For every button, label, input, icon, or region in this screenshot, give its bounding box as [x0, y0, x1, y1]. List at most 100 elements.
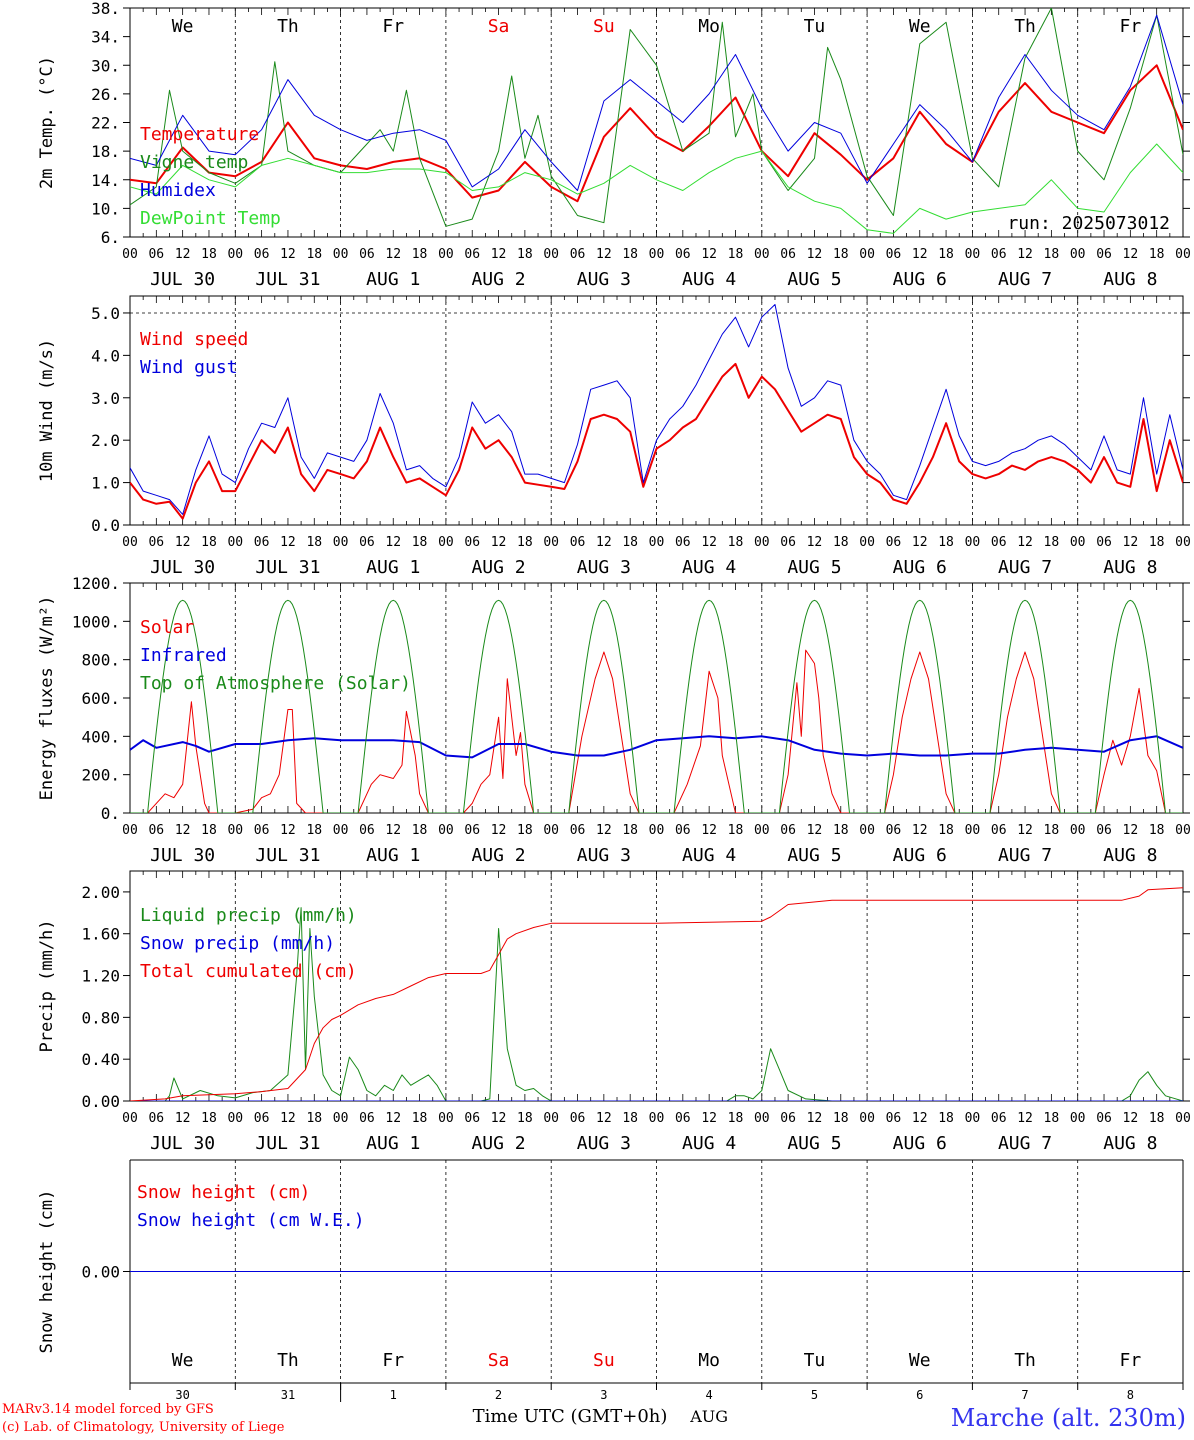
hour-label: 06: [675, 1111, 691, 1126]
y-tick-label: 0.40: [81, 1050, 120, 1069]
weekday-label: Tu: [804, 1350, 826, 1371]
date-label: AUG 8: [1103, 269, 1157, 290]
hour-label: 18: [1149, 535, 1165, 550]
y-tick-label: 2.0: [91, 431, 120, 450]
hour-label: 00: [859, 535, 875, 550]
y-tick-label: 800.: [81, 651, 120, 670]
series-line-1-1: [130, 64, 1183, 203]
hour-label: 06: [780, 823, 796, 838]
date-label: AUG 2: [471, 1133, 525, 1154]
y-tick-label: 1000.: [72, 612, 120, 631]
hour-label: 06: [464, 1111, 480, 1126]
hour-label: 06: [991, 247, 1007, 262]
date-label: AUG 6: [893, 845, 947, 866]
hour-label: 00: [965, 247, 981, 262]
panel-1: 6. 10. 14. 18. 22. 26. 30. 34. 38. 2m Temp. (°C) 0…: [37, 0, 1191, 290]
y-axis-label: 10m Wind (m/s): [37, 339, 57, 482]
hour-label: 00: [333, 535, 349, 550]
y-tick-label: 400.: [81, 727, 120, 746]
hour-label: 00: [754, 535, 770, 550]
y-tick-label: 0.0: [91, 516, 120, 535]
y-tick-label: 4.0: [91, 346, 120, 365]
hour-label: 06: [570, 1111, 586, 1126]
hour-label: 18: [728, 535, 744, 550]
weekday-label: Fr: [382, 16, 404, 37]
y-tick-label: 1.60: [81, 925, 120, 944]
hour-label: 18: [201, 247, 217, 262]
hour-label: 06: [1096, 1111, 1112, 1126]
station-label: Marche (alt. 230m): [950, 1404, 1186, 1432]
date-label: AUG 5: [787, 845, 841, 866]
month-label: AUG: [689, 1407, 728, 1426]
legend-entry: Wind gust: [140, 357, 238, 378]
series-line-1-4: [130, 143, 1183, 234]
hour-label: 12: [596, 535, 612, 550]
date-label: AUG 5: [787, 269, 841, 290]
weekday-label: Su: [593, 16, 615, 37]
y-tick-label: 18.: [91, 142, 120, 161]
hour-label: 18: [622, 535, 638, 550]
hour-label: 00: [227, 823, 243, 838]
hour-label: 00: [649, 535, 665, 550]
y-tick-label: 38.: [91, 0, 120, 18]
hour-label: 18: [306, 247, 322, 262]
hour-label: 18: [201, 535, 217, 550]
hour-label: 06: [780, 247, 796, 262]
hour-label: 18: [938, 823, 954, 838]
y-tick-label: 10.: [91, 199, 120, 218]
hour-label: 00: [227, 535, 243, 550]
hour-label: 06: [1096, 823, 1112, 838]
hour-label: 00: [122, 535, 138, 550]
panel-3: 0. 200. 400. 600. 800. 1000. 1200. Energy fluxe…: [37, 574, 1191, 866]
date-label: AUG 3: [577, 845, 631, 866]
hour-label: 06: [886, 535, 902, 550]
day-number: 2: [495, 1388, 502, 1402]
y-tick-label: 22.: [91, 114, 120, 133]
y-tick-label: 14.: [91, 171, 120, 190]
series-line-2-1: [130, 362, 1183, 520]
y-tick-label: 2.00: [81, 883, 120, 902]
date-label: JUL 30: [150, 1133, 215, 1154]
hour-label: 00: [227, 247, 243, 262]
date-label: AUG 1: [366, 557, 420, 578]
date-label: JUL 30: [150, 269, 215, 290]
hour-label: 06: [570, 823, 586, 838]
hour-label: 06: [359, 1111, 375, 1126]
y-tick-label: 5.0: [91, 304, 120, 323]
hour-label: 12: [1017, 535, 1033, 550]
weekday-label: Th: [1014, 1350, 1036, 1371]
credit-line-1: MARv3.14 model forced by GFS: [2, 1402, 214, 1417]
hour-label: 00: [859, 823, 875, 838]
day-number: 30: [175, 1388, 189, 1402]
hour-label: 12: [385, 535, 401, 550]
y-axis-label: Precip (mm/h): [37, 919, 57, 1052]
day-number: 5: [811, 1388, 818, 1402]
hour-label: 18: [306, 535, 322, 550]
hour-label: 12: [1123, 535, 1139, 550]
hour-label: 00: [543, 247, 559, 262]
hour-label: 00: [122, 1111, 138, 1126]
legend-entry: Liquid precip (mm/h): [140, 905, 357, 926]
hour-label: 18: [622, 1111, 638, 1126]
y-axis-label: Snow height (cm): [37, 1190, 57, 1354]
hour-label: 00: [333, 247, 349, 262]
y-tick-label: 0.: [101, 804, 120, 823]
hour-label: 12: [807, 1111, 823, 1126]
hour-label: 06: [464, 823, 480, 838]
hour-label: 06: [886, 247, 902, 262]
series-line-3-3: [130, 599, 1183, 813]
hour-label: 00: [333, 823, 349, 838]
legend-entry: Humidex: [140, 180, 216, 201]
panel-4: 0.00 0.40 0.80 1.20 1.60 2.00 Precip (mm/h) 00 0…: [37, 870, 1191, 1154]
hour-label: 12: [701, 535, 717, 550]
series-line-1-2: [130, 8, 1183, 227]
hour-label: 18: [1149, 1111, 1165, 1126]
y-tick-label: 26.: [91, 85, 120, 104]
credit-line-2: (c) Lab. of Climatology, University of L…: [2, 1420, 285, 1435]
hour-label: 06: [886, 823, 902, 838]
weekday-label: Fr: [1120, 1350, 1142, 1371]
hour-label: 06: [991, 1111, 1007, 1126]
hour-label: 00: [438, 1111, 454, 1126]
y-tick-label: 6.: [101, 228, 120, 247]
